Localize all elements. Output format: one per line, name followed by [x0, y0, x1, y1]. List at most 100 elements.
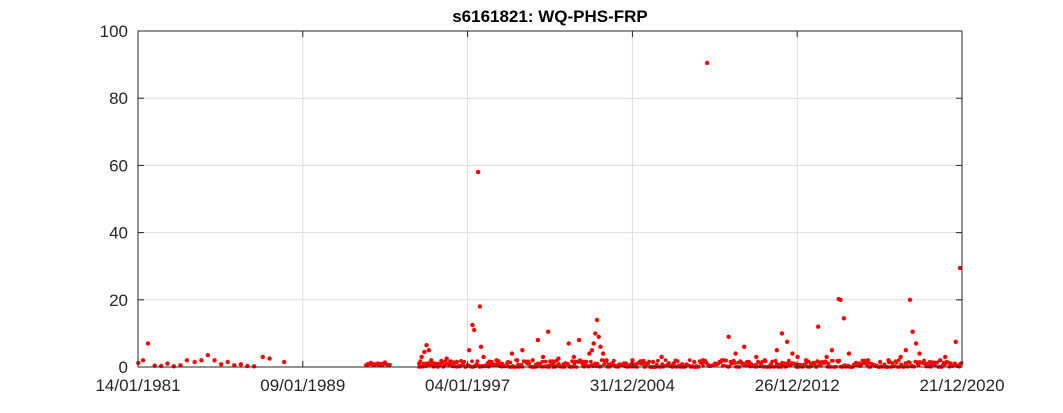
data-point — [779, 331, 785, 336]
data-point — [647, 359, 651, 364]
data-point — [593, 331, 598, 336]
data-point — [219, 362, 224, 367]
data-point — [641, 358, 646, 363]
data-point — [675, 359, 680, 363]
data-point — [386, 363, 391, 368]
data-point — [429, 358, 434, 363]
data-point — [762, 358, 767, 363]
data-point — [145, 341, 151, 346]
data-point — [826, 361, 831, 366]
data-point — [561, 362, 566, 367]
data-point — [382, 360, 388, 365]
data-point — [837, 358, 842, 363]
data-point — [830, 358, 835, 363]
data-point — [515, 358, 520, 363]
data-point — [424, 343, 429, 348]
data-point — [379, 361, 384, 367]
data-point — [609, 361, 614, 366]
data-point — [742, 344, 747, 349]
data-point — [251, 364, 257, 369]
data-point — [721, 358, 726, 363]
data-point — [865, 358, 871, 363]
data-point — [509, 351, 515, 356]
data-point — [938, 358, 943, 363]
data-point — [556, 356, 561, 361]
data-point — [460, 363, 465, 368]
data-point — [192, 359, 197, 365]
data-point — [803, 358, 809, 363]
data-point — [551, 361, 556, 366]
data-point — [917, 351, 922, 356]
plot-area — [138, 31, 962, 367]
data-point — [432, 361, 437, 366]
data-point — [903, 348, 908, 353]
data-point — [368, 360, 374, 366]
x-tick-label: 14/01/1981 — [95, 376, 180, 395]
x-tick-label: 26/12/2012 — [755, 376, 840, 395]
data-point — [205, 353, 211, 358]
data-point — [576, 337, 582, 343]
data-point — [785, 339, 790, 344]
data-point — [485, 360, 491, 366]
chart-title: s6161821: WQ-PHS-FRP — [452, 7, 648, 26]
data-point — [467, 348, 472, 353]
data-point — [927, 362, 933, 367]
data-point — [598, 344, 603, 349]
data-point — [680, 362, 685, 367]
data-point — [659, 354, 664, 360]
data-point — [838, 297, 843, 302]
data-point — [589, 348, 595, 353]
data-point — [426, 348, 432, 353]
data-point — [245, 363, 250, 369]
data-point — [890, 361, 895, 365]
data-point — [596, 334, 601, 339]
data-point — [913, 341, 919, 346]
data-point — [365, 362, 370, 367]
data-point — [494, 358, 499, 363]
data-point — [419, 354, 424, 360]
data-point — [667, 361, 671, 365]
data-point — [594, 317, 600, 323]
data-point — [212, 358, 217, 363]
data-point — [604, 358, 609, 363]
data-point — [478, 344, 484, 349]
data-point — [165, 361, 170, 366]
data-point — [499, 361, 504, 366]
data-point — [733, 361, 737, 365]
data-point — [417, 361, 422, 366]
data-point — [459, 359, 463, 363]
data-point — [508, 360, 513, 365]
data-point — [525, 361, 530, 366]
data-point — [447, 361, 453, 366]
data-point — [754, 354, 759, 360]
data-point — [671, 361, 676, 366]
data-point — [790, 351, 795, 356]
axes-box — [137, 30, 963, 368]
data-point — [601, 351, 606, 356]
data-point — [894, 360, 899, 365]
data-point — [782, 361, 787, 366]
x-tick-label: 04/01/1997 — [425, 376, 510, 395]
data-point — [726, 334, 731, 339]
data-point — [618, 362, 623, 368]
data-point — [712, 361, 718, 366]
data-point — [877, 359, 883, 365]
data-point — [540, 359, 545, 364]
data-point — [907, 297, 913, 302]
data-point — [587, 351, 592, 356]
y-tick-label: 100 — [100, 22, 128, 41]
data-point — [520, 348, 525, 353]
data-point — [184, 358, 190, 363]
data-point — [630, 358, 635, 363]
y-tick-label: 40 — [109, 224, 128, 243]
data-point — [481, 354, 486, 360]
y-tick-label: 0 — [119, 358, 128, 377]
data-point — [444, 356, 449, 361]
data-point — [375, 361, 381, 366]
data-point — [795, 354, 800, 360]
data-point — [582, 359, 587, 365]
tick-labels: 14/01/1981 09/01/1989 04/01/1997 31/12/2004… — [95, 22, 1004, 395]
data-point — [472, 327, 477, 333]
data-point — [898, 354, 903, 360]
y-tick-label: 60 — [109, 156, 128, 175]
